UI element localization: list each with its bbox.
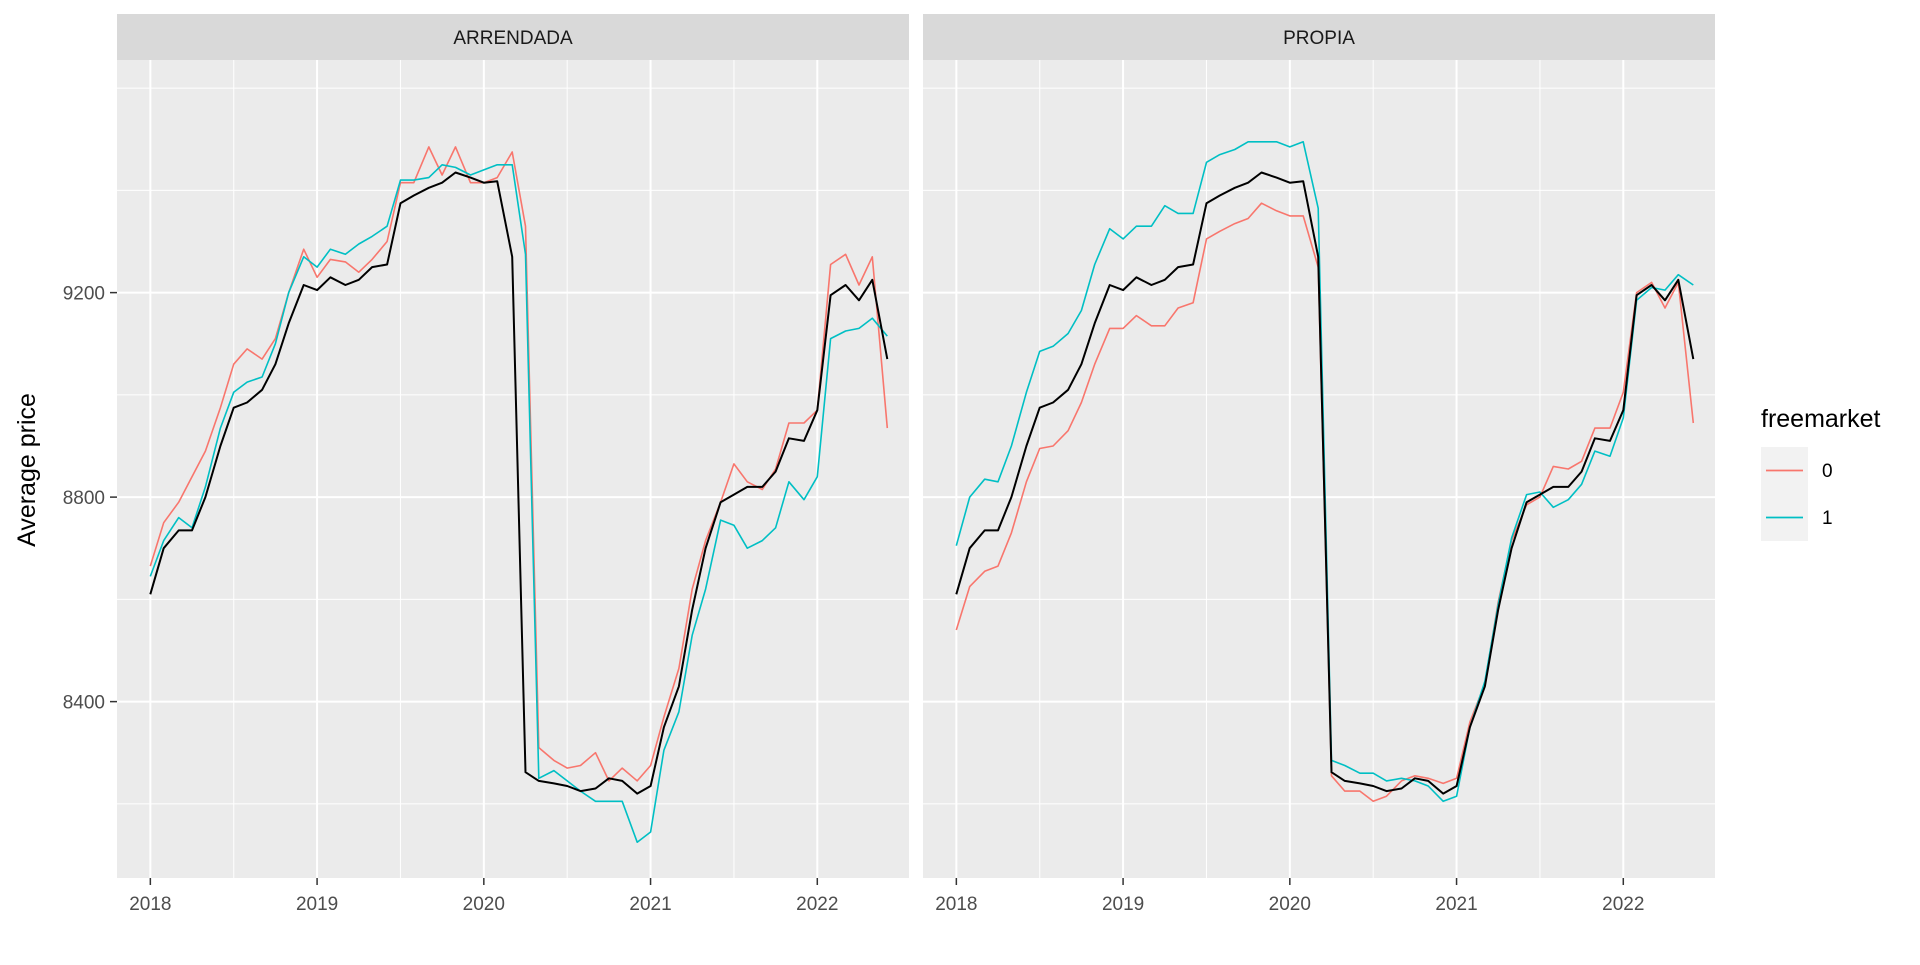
- strip-label: PROPIA: [1283, 28, 1355, 49]
- panel-propia: PROPIA 2018 2019 2020 2021 2022: [923, 14, 1715, 915]
- legend: freemarket 01: [1761, 405, 1881, 541]
- x-tick-label: 2018: [935, 894, 977, 915]
- panels-layer: ARRENDADA 2018 2019 2020 2021 2022 8400 8800 920…: [63, 14, 1715, 915]
- series-line-1: [149, 164, 888, 844]
- x-tick-label: 2021: [1435, 894, 1477, 915]
- x-tick-label: 2020: [1269, 894, 1311, 915]
- panel-arrendada: ARRENDADA 2018 2019 2020 2021 2022 8400 8800 920…: [63, 14, 909, 915]
- x-tick-label: 2021: [629, 894, 671, 915]
- x-tick-label: 2018: [129, 894, 171, 915]
- series-line-overall: [149, 171, 889, 795]
- x-tick-label: 2022: [796, 894, 838, 915]
- y-axis-title: Average price: [13, 393, 41, 547]
- legend-label-1: 1: [1822, 508, 1833, 529]
- series-line-0: [149, 146, 889, 782]
- x-tick-label: 2020: [463, 894, 505, 915]
- strip-background: [117, 14, 909, 60]
- y-tick-label: 8800: [63, 488, 105, 509]
- y-tick-label: 8400: [63, 693, 105, 714]
- x-tick-label: 2019: [296, 894, 338, 915]
- legend-entries: 01: [1761, 447, 1833, 541]
- x-tick-label: 2022: [1602, 894, 1644, 915]
- panel-background: [117, 60, 909, 878]
- panel-background: [923, 60, 1715, 878]
- x-tick-label: 2019: [1102, 894, 1144, 915]
- series-line-overall: [955, 171, 1695, 795]
- strip-background: [923, 14, 1715, 60]
- strip-label: ARRENDADA: [453, 28, 573, 49]
- legend-title: freemarket: [1761, 405, 1881, 433]
- y-tick-label: 9200: [63, 284, 105, 305]
- legend-label-0: 0: [1822, 461, 1833, 482]
